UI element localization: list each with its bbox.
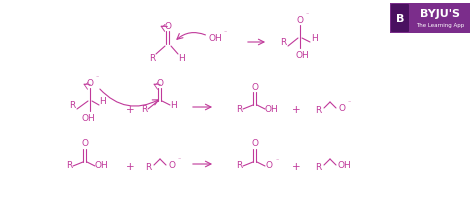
- Text: O: O: [297, 16, 303, 24]
- Text: +: +: [126, 105, 134, 115]
- Text: ⁻: ⁻: [305, 14, 309, 19]
- Text: +: +: [126, 162, 134, 172]
- Text: ⁻: ⁻: [223, 32, 227, 36]
- Text: ⁻: ⁻: [275, 160, 279, 164]
- Text: O: O: [338, 103, 346, 112]
- Text: OH: OH: [264, 104, 278, 113]
- Text: R: R: [280, 37, 286, 46]
- Text: R: R: [69, 100, 75, 110]
- Text: OH: OH: [208, 33, 222, 43]
- Text: O: O: [252, 139, 258, 149]
- Text: R: R: [141, 104, 147, 113]
- Text: O: O: [82, 139, 89, 149]
- Text: +: +: [292, 162, 301, 172]
- Text: R: R: [315, 106, 321, 114]
- Text: O: O: [156, 78, 164, 87]
- Text: O: O: [164, 21, 172, 31]
- Text: B: B: [396, 14, 404, 24]
- Text: BYJU'S: BYJU'S: [420, 9, 460, 19]
- FancyBboxPatch shape: [390, 3, 470, 33]
- Text: The Learning App: The Learning App: [416, 22, 464, 28]
- Text: O: O: [252, 83, 258, 91]
- Text: R: R: [236, 104, 242, 113]
- Text: O: O: [265, 162, 273, 170]
- Text: H: H: [311, 33, 319, 43]
- Text: R: R: [145, 163, 151, 172]
- Text: OH: OH: [94, 162, 108, 170]
- Text: R: R: [66, 162, 72, 170]
- Text: OH: OH: [337, 161, 351, 169]
- Text: R: R: [236, 162, 242, 170]
- Text: +: +: [292, 105, 301, 115]
- FancyBboxPatch shape: [391, 4, 409, 32]
- Text: OH: OH: [81, 113, 95, 123]
- Text: O: O: [168, 161, 175, 169]
- Text: OH: OH: [295, 50, 309, 59]
- Text: ⁻: ⁻: [95, 76, 99, 82]
- Text: ⁻: ⁻: [347, 101, 351, 107]
- Text: ⁻: ⁻: [177, 159, 181, 164]
- Text: H: H: [179, 54, 185, 62]
- Text: H: H: [100, 97, 106, 106]
- Text: R: R: [149, 54, 155, 62]
- Text: O: O: [86, 78, 93, 87]
- Text: H: H: [171, 100, 177, 110]
- Text: R: R: [315, 163, 321, 172]
